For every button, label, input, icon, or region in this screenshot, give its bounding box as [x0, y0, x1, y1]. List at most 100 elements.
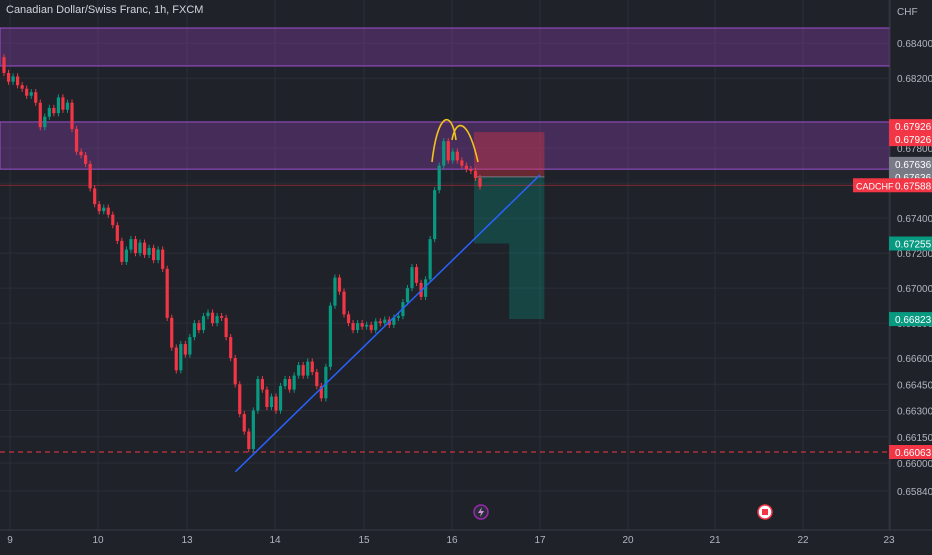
- price-tag: [889, 119, 932, 134]
- y-tick-label: 0.66450: [897, 380, 932, 391]
- candle-body: [106, 207, 110, 215]
- candle-body: [414, 267, 419, 283]
- candle-body: [265, 389, 269, 408]
- x-tick-label: 15: [358, 535, 370, 546]
- candle-body: [247, 431, 251, 450]
- double-top-arc-right: [451, 124, 479, 163]
- candle-body: [319, 386, 323, 399]
- candle-body: [242, 414, 246, 432]
- y-tick-label: 0.68400: [897, 39, 932, 50]
- supply-zone: [0, 27, 891, 67]
- candle-body: [201, 316, 206, 331]
- candle-body: [111, 214, 115, 226]
- price-tag-label: 0.67588: [895, 181, 932, 192]
- candle-body: [433, 190, 437, 240]
- candle-body: [283, 379, 287, 387]
- candle-body: [442, 141, 446, 166]
- x-tick-label: 16: [446, 535, 458, 546]
- time-axis-panel: [0, 530, 932, 550]
- candle-body: [378, 321, 382, 324]
- candle-body: [16, 76, 20, 86]
- candle-body: [424, 279, 428, 297]
- price-tag: [889, 236, 932, 251]
- candle-body: [446, 141, 450, 161]
- candle-body: [464, 165, 468, 170]
- x-tick-label: 13: [181, 535, 193, 546]
- lightning-icon-glyph: [478, 507, 484, 517]
- candle-body: [210, 312, 215, 324]
- candle-body: [74, 128, 79, 152]
- candle-body: [34, 92, 38, 103]
- candle-body: [183, 344, 187, 355]
- candle-body: [256, 379, 260, 411]
- x-tick-label: 14: [269, 535, 281, 546]
- price-tag-label: 0.66823: [895, 315, 932, 326]
- candle-body: [115, 225, 119, 241]
- candle-body: [142, 242, 147, 255]
- y-tick-label: 0.66150: [897, 433, 932, 444]
- y-tick-label: 0.66300: [897, 407, 932, 418]
- candle-body: [70, 102, 74, 129]
- candle-body: [260, 379, 264, 390]
- candle-body: [61, 97, 65, 110]
- candle-body: [365, 324, 369, 327]
- x-tick-label: 22: [797, 535, 809, 546]
- candle-body: [473, 170, 478, 178]
- price-tag-label: 0.67926: [895, 122, 932, 133]
- candle-body: [6, 72, 11, 82]
- candle-body: [133, 239, 138, 254]
- price-tag: [889, 156, 932, 171]
- price-tag-label: 0.66063: [895, 448, 932, 459]
- chart-title: Canadian Dollar/Swiss Franc, 1h, FXCM: [6, 4, 204, 16]
- candle-body: [288, 379, 292, 390]
- candle-body: [215, 316, 219, 324]
- x-tick-label: 9: [7, 535, 13, 546]
- candle-body: [52, 107, 56, 114]
- candle-body: [138, 242, 142, 254]
- candle-body: [2, 57, 6, 73]
- currency-label: CHF: [897, 7, 918, 18]
- candle-body: [20, 85, 24, 89]
- candle-body: [469, 169, 473, 171]
- candle-body: [324, 366, 328, 399]
- candle-body: [161, 249, 165, 269]
- candle-body: [396, 316, 400, 318]
- y-tick-label: 0.67000: [897, 284, 932, 295]
- symbol-tag: [853, 178, 889, 193]
- candle-body: [360, 323, 364, 327]
- candle-body: [102, 207, 106, 212]
- y-tick-label: 0.67400: [897, 214, 932, 225]
- take-profit-box-2: [509, 243, 545, 320]
- candle-body: [88, 163, 92, 189]
- candle-body: [156, 249, 160, 261]
- candle-body: [38, 102, 42, 128]
- candle-body: [129, 239, 133, 250]
- candle-body: [292, 375, 296, 390]
- candle-body: [43, 116, 47, 128]
- candle-body: [188, 337, 192, 355]
- candle-body: [170, 317, 174, 348]
- candle-body: [392, 317, 396, 325]
- candle-body: [11, 76, 15, 82]
- candle-body: [65, 102, 70, 110]
- symbol-tag-label: CADCHF: [856, 181, 894, 191]
- candle-body: [374, 321, 378, 331]
- candle-body: [478, 177, 482, 187]
- price-tag: [889, 312, 932, 327]
- candle-body: [179, 344, 183, 371]
- price-tag-label: 0.67926: [895, 135, 932, 146]
- candle-body: [269, 396, 274, 408]
- y-tick-label: 0.67800: [897, 144, 932, 155]
- candle-body: [437, 165, 441, 191]
- candle-body: [224, 317, 228, 338]
- candle-body: [47, 107, 51, 117]
- candle-body: [451, 151, 455, 161]
- candle-body: [238, 384, 242, 415]
- candle-body: [410, 267, 414, 289]
- candle-body: [383, 319, 387, 324]
- candle-body: [342, 291, 346, 315]
- flag-icon-glyph: [762, 509, 768, 515]
